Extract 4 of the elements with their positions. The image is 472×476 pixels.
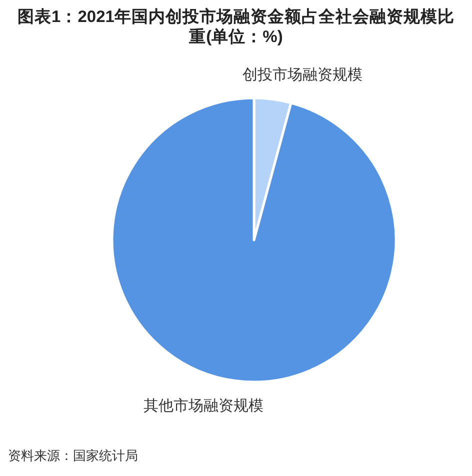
slice-label: 其他市场融资规模 xyxy=(144,398,264,415)
slice-label: 创投市场融资规模 xyxy=(242,66,362,84)
text: 资料来源：国家统计局 xyxy=(8,448,138,463)
chart-title: 图表1：2021年国内创投市场融资金额占全社会融资规模比重(单位：%) xyxy=(16,7,456,47)
